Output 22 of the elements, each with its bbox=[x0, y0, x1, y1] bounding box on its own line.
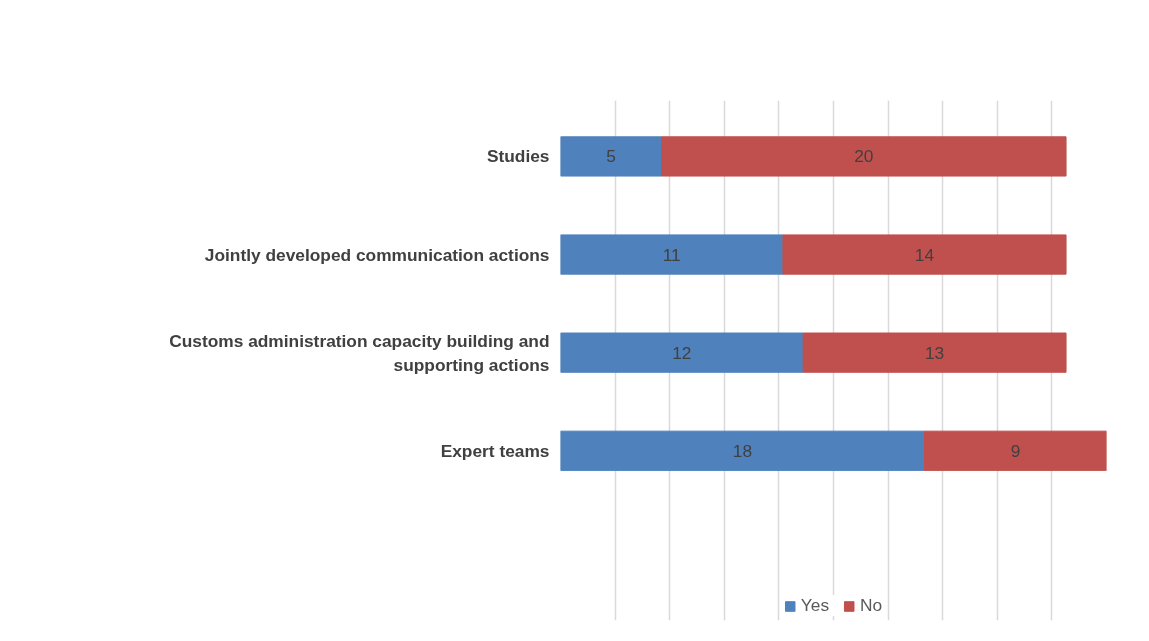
y-tick-label: Customs administration capacity building and supporting actions bbox=[169, 330, 550, 375]
data-label: 14 bbox=[914, 244, 935, 265]
bar bbox=[560, 234, 784, 275]
legend-label: No bbox=[860, 595, 883, 616]
data-label: 13 bbox=[924, 342, 945, 363]
data-label: 12 bbox=[672, 342, 692, 363]
bar bbox=[782, 234, 1067, 275]
y-tick-label: Jointly developed communication actions bbox=[204, 244, 550, 265]
y-tick-label: Studies bbox=[486, 146, 550, 167]
bar bbox=[560, 430, 925, 471]
data-label: 20 bbox=[854, 146, 874, 167]
bar bbox=[802, 332, 1067, 373]
data-label: 9 bbox=[1010, 440, 1021, 461]
data-label: 18 bbox=[732, 440, 753, 461]
bar bbox=[924, 430, 1107, 471]
data-label: 5 bbox=[606, 146, 616, 167]
y-tick-label: Expert teams bbox=[440, 440, 550, 461]
bar bbox=[661, 136, 1067, 177]
bar bbox=[560, 332, 804, 373]
bar bbox=[560, 136, 663, 177]
legend-label: Yes bbox=[800, 595, 830, 616]
data-label: 11 bbox=[662, 244, 681, 265]
